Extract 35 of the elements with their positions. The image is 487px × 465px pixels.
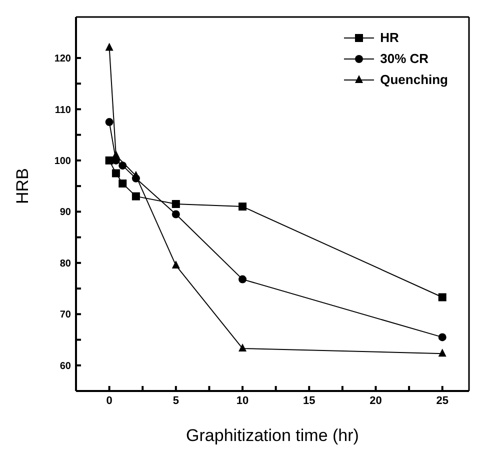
y-tick-label: 100 <box>54 156 72 167</box>
x-tick-label: 10 <box>236 394 249 407</box>
x-tick-label: 15 <box>303 394 316 407</box>
point <box>105 118 114 126</box>
point <box>172 210 180 218</box>
point <box>238 202 247 211</box>
point <box>132 192 140 200</box>
point <box>172 200 180 208</box>
legend-label: Quenching <box>380 72 448 87</box>
x-axis-title: Graphitization time (hr) <box>186 426 359 445</box>
y-tick-label: 70 <box>60 310 72 321</box>
y-tick-label: 90 <box>60 207 72 218</box>
legend-label: 30% CR <box>380 51 429 66</box>
point <box>238 275 247 284</box>
point <box>238 343 247 352</box>
y-tick-label: 110 <box>54 104 72 116</box>
y-tick-label: 80 <box>60 258 72 270</box>
point <box>438 293 446 302</box>
point <box>118 162 127 170</box>
x-tick-label: 20 <box>370 394 382 407</box>
point <box>118 180 127 188</box>
x-tick-label: 0 <box>106 394 112 407</box>
x-tick-label: 25 <box>436 394 448 407</box>
point <box>132 170 140 179</box>
point <box>172 260 180 268</box>
y-tick-label: 60 <box>60 360 72 372</box>
point <box>112 169 120 178</box>
point <box>105 42 114 51</box>
x-tick-label: 5 <box>172 394 179 407</box>
legend-label: HR <box>380 30 399 45</box>
y-axis-title: HRB <box>13 168 32 204</box>
point <box>438 333 446 342</box>
point <box>438 348 446 357</box>
y-tick-label: 120 <box>54 54 72 65</box>
point <box>112 150 120 158</box>
